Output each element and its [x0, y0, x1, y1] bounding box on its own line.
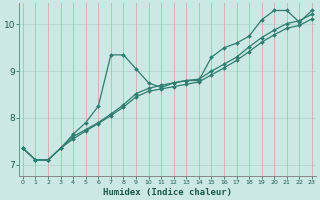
- X-axis label: Humidex (Indice chaleur): Humidex (Indice chaleur): [103, 188, 232, 197]
